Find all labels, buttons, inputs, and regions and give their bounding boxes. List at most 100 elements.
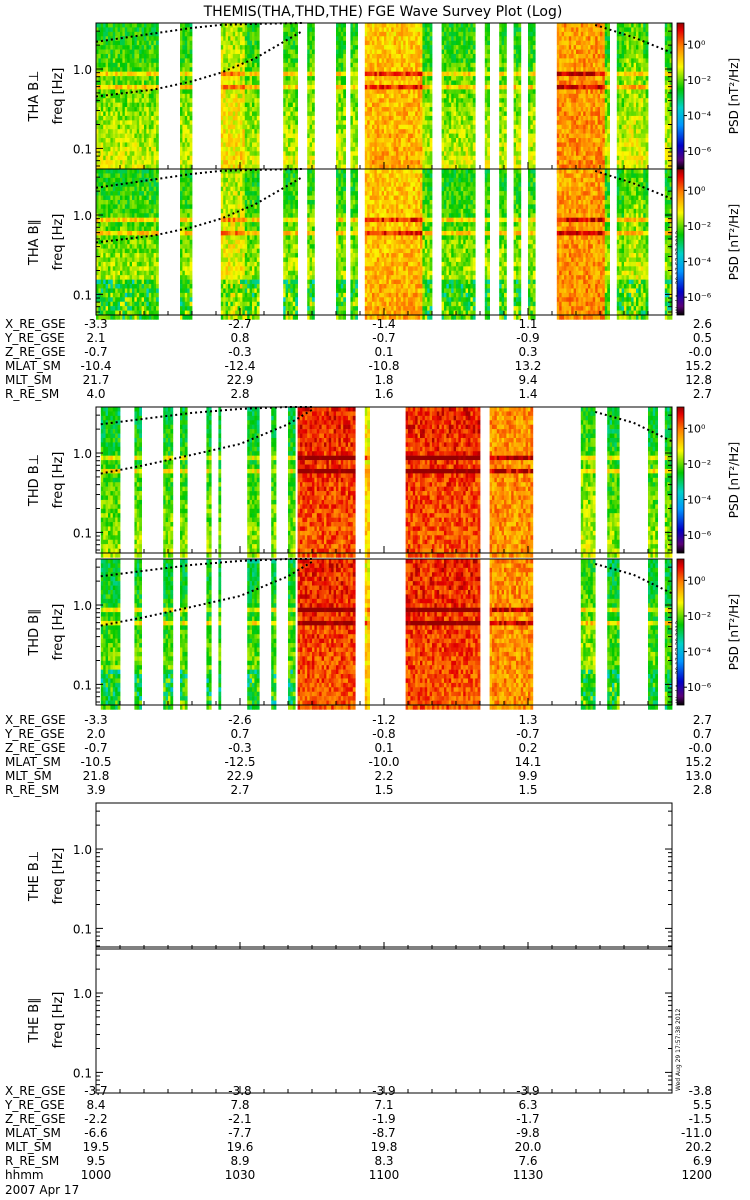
ephemeris-value: -3.8 — [228, 1084, 251, 1098]
ephemeris-value: 0.7 — [230, 727, 249, 741]
ephemeris-value: -1.5 — [689, 1112, 712, 1126]
ephemeris-row-name: MLAT_SM — [5, 1126, 61, 1140]
ephemeris-value: -3.8 — [689, 1084, 712, 1098]
ephemeris-row-name: Z_RE_GSE — [5, 741, 66, 755]
y-tick-label: 0.1 — [73, 678, 92, 692]
ephemeris-value: -3.3 — [84, 713, 107, 727]
ephemeris-value: 7.6 — [518, 1154, 537, 1168]
ephemeris-value: 3.9 — [86, 783, 105, 797]
colorbar-tick-label: 10⁻⁴ — [687, 110, 712, 123]
ephemeris-value: 0.1 — [374, 345, 393, 359]
ephemeris-value: 6.3 — [518, 1098, 537, 1112]
ephemeris-row-name: X_RE_GSE — [5, 713, 66, 727]
ephemeris-value: 1.3 — [518, 713, 537, 727]
ephemeris-value: 8.3 — [374, 1154, 393, 1168]
colorbar-tick-label: 10⁰ — [687, 38, 706, 51]
ephemeris-value: 2.8 — [693, 783, 712, 797]
ephemeris-value: 1.1 — [518, 317, 537, 331]
ephemeris-value: 19.5 — [83, 1140, 110, 1154]
spectrogram-thd-bperp — [101, 407, 673, 558]
ephemeris-row-name: MLT_SM — [5, 373, 52, 387]
ephemeris-value: -10.8 — [368, 359, 399, 373]
ephemeris-value: -0.8 — [372, 727, 395, 741]
panel-label: THE B⊥ — [27, 851, 42, 902]
ephemeris-value: -7.7 — [228, 1126, 251, 1140]
ephemeris-row-name: hhmm — [5, 1168, 44, 1182]
ephemeris-value: 2.0 — [86, 727, 105, 741]
ephemeris-row-name: Y_RE_GSE — [4, 727, 65, 741]
ephemeris-value: 15.2 — [685, 755, 712, 769]
panel-label: THA B⊥ — [27, 71, 42, 123]
ephemeris-value: 0.1 — [374, 741, 393, 755]
y-axis-label: freq [Hz] — [51, 604, 66, 661]
ephemeris-value: 9.4 — [518, 373, 537, 387]
y-tick-label: 0.1 — [73, 288, 92, 302]
ephemeris-row-name: MLAT_SM — [5, 755, 61, 769]
panel-label: THA B∥ — [27, 219, 42, 266]
date-label: 2007 Apr 17 — [5, 1183, 79, 1197]
ephemeris-row-name: Z_RE_GSE — [5, 345, 66, 359]
y-axis-label: freq [Hz] — [51, 452, 66, 509]
spectrogram-tha-bpar — [96, 169, 672, 320]
y-tick-label: 1.0 — [73, 599, 92, 613]
ephemeris-value: 7.1 — [374, 1098, 393, 1112]
ephemeris-row-name: X_RE_GSE — [5, 317, 66, 331]
ephemeris-value: -1.9 — [372, 1112, 395, 1126]
ephemeris-value: 1200 — [681, 1168, 712, 1182]
ephemeris-value: 5.5 — [693, 1098, 712, 1112]
ephemeris-row-name: R_RE_SM — [5, 1154, 59, 1168]
ephemeris-value: 21.7 — [83, 373, 110, 387]
ephemeris-value: -6.6 — [84, 1126, 107, 1140]
ephemeris-value: 20.0 — [515, 1140, 542, 1154]
colorbar-label: PSD [nT²/Hz] — [727, 204, 741, 280]
colorbar-tick-label: 10⁻² — [687, 74, 711, 87]
colorbar-label: PSD [nT²/Hz] — [727, 58, 741, 134]
ephemeris-value: -1.7 — [516, 1112, 539, 1126]
spectrogram-thd-bpar — [101, 559, 673, 710]
ephemeris-value: 2.1 — [86, 331, 105, 345]
ephemeris-value: 4.0 — [86, 387, 105, 401]
ephemeris-value: -0.7 — [516, 727, 539, 741]
ephemeris-value: -3.7 — [84, 1084, 107, 1098]
panel-label: THD B∥ — [27, 608, 42, 656]
y-axis-label: freq [Hz] — [51, 214, 66, 271]
ephemeris-value: -0.0 — [689, 741, 712, 755]
spectrogram-tha-bperp — [96, 23, 672, 174]
ephemeris-value: 7.8 — [230, 1098, 249, 1112]
ephemeris-table: X_RE_GSE -3.3 -2.6 -1.2 1.3 2.7Y_RE_GSE 2.0 0.7… — [4, 713, 712, 797]
ephemeris-value: -0.0 — [689, 345, 712, 359]
ephemeris-value: -10.0 — [368, 755, 399, 769]
y-axis-label: freq [Hz] — [51, 68, 66, 125]
ephemeris-value: -1.2 — [372, 713, 395, 727]
ephemeris-value: 1.5 — [374, 783, 393, 797]
ephemeris-row-name: Y_RE_GSE — [4, 1098, 65, 1112]
ephemeris-value: 1.6 — [374, 387, 393, 401]
ephemeris-value: 1130 — [513, 1168, 544, 1182]
ephemeris-value: -0.7 — [84, 741, 107, 755]
ephemeris-value: 2.8 — [230, 387, 249, 401]
ephemeris-value: 8.9 — [230, 1154, 249, 1168]
colorbar-tick-label: 10⁰ — [687, 184, 706, 197]
ephemeris-value: 13.0 — [685, 769, 712, 783]
ephemeris-value: 19.6 — [227, 1140, 254, 1154]
ephemeris-value: -2.1 — [228, 1112, 251, 1126]
ephemeris-value: 2.7 — [693, 387, 712, 401]
colorbar-tick-label: 10⁻⁴ — [687, 646, 712, 659]
ephemeris-value: 19.8 — [371, 1140, 398, 1154]
ephemeris-row-name: X_RE_GSE — [5, 1084, 66, 1098]
y-tick-label: 1.0 — [73, 987, 92, 1001]
ephemeris-value: 2.6 — [693, 317, 712, 331]
ephemeris-value: 13.2 — [515, 359, 542, 373]
ephemeris-row-name: MLT_SM — [5, 769, 52, 783]
colorbar-tick-label: 10⁰ — [687, 422, 706, 435]
colorbar-tick-label: 10⁰ — [687, 574, 706, 587]
ephemeris-value: 15.2 — [685, 359, 712, 373]
figure-title: THEMIS(THA,THD,THE) FGE Wave Survey Plot… — [203, 4, 563, 20]
